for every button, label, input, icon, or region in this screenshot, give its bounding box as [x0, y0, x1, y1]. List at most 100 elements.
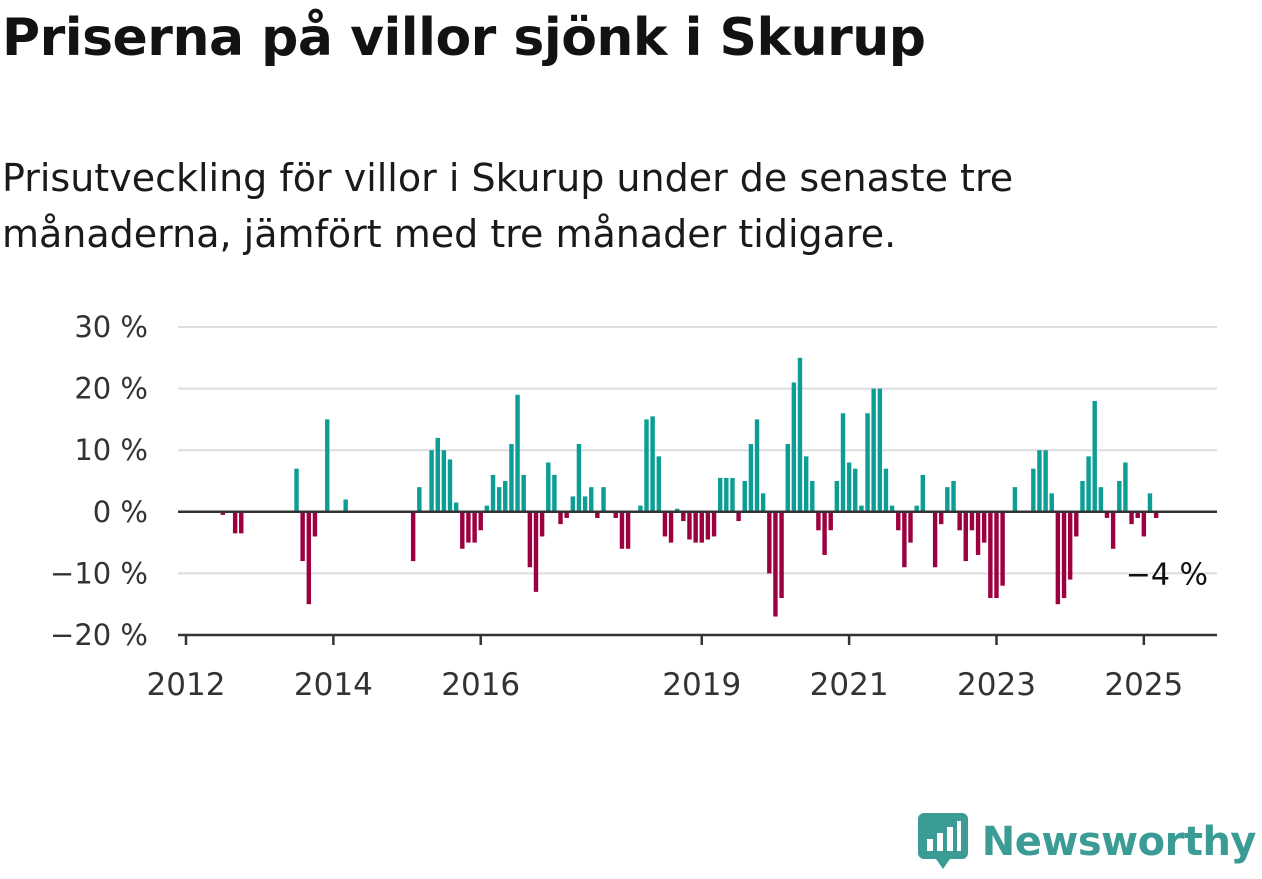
- bar-positive: [834, 481, 840, 512]
- bar-negative: [981, 511, 987, 543]
- bar-positive: [840, 413, 846, 512]
- bar-positive: [1049, 493, 1054, 512]
- bar-negative: [1135, 511, 1140, 518]
- bar-positive: [601, 487, 606, 512]
- newsworthy-brand: Newsworthy: [917, 813, 1257, 871]
- bar-positive: [859, 505, 864, 512]
- bar-positive: [1086, 456, 1091, 512]
- bar-chart: 30 %20 %10 %0 %−10 %−20 % 2012 2014 2016 20…: [50, 310, 1217, 703]
- bar-negative: [625, 511, 631, 549]
- bar-positive: [760, 493, 766, 512]
- bar-negative: [816, 511, 821, 531]
- bar-positive: [490, 474, 496, 512]
- y-tick-label: −10 %: [50, 556, 148, 590]
- bar-negative: [693, 511, 698, 543]
- bar-positive: [1012, 487, 1018, 512]
- y-tick-label: 0 %: [93, 495, 148, 529]
- x-tick-label: 2023: [957, 667, 1036, 703]
- bar-negative: [539, 511, 545, 537]
- bar-negative: [828, 511, 833, 531]
- bar-positive: [343, 499, 348, 512]
- bar-negative: [1104, 511, 1110, 518]
- x-tick-label: 2014: [294, 667, 373, 703]
- bar-negative: [1141, 511, 1147, 537]
- bar-negative: [1074, 511, 1079, 537]
- y-axis-ticks: 30 % 20 % 10 % 0 % −10 % −20 %: [50, 310, 148, 652]
- bar-positive: [889, 505, 895, 512]
- bar-negative: [472, 511, 477, 543]
- bar-positive: [748, 444, 754, 512]
- chart-subtitle: Prisutveckling för villor i Skurup under…: [2, 156, 1014, 256]
- bar-positive: [453, 502, 459, 512]
- bar-positive: [576, 444, 582, 512]
- bar-positive: [791, 382, 797, 512]
- bar-negative: [1055, 511, 1061, 605]
- bar-negative: [478, 511, 483, 531]
- bar-positive: [883, 468, 889, 512]
- bar-positive: [429, 450, 434, 512]
- bar-positive: [441, 450, 447, 512]
- bar-positive: [730, 477, 735, 512]
- x-tick-label: 2021: [810, 667, 889, 703]
- bar-negative: [767, 511, 772, 574]
- bar-positive: [853, 468, 858, 512]
- bar-positive: [877, 388, 883, 512]
- bar-positive: [951, 481, 956, 512]
- bar-negative: [736, 511, 741, 522]
- bar-positive: [447, 459, 453, 512]
- bar-negative: [668, 511, 674, 543]
- bar-negative: [681, 511, 686, 522]
- bar-positive: [1117, 481, 1122, 512]
- bar-positive: [589, 487, 594, 512]
- bar-positive: [582, 496, 588, 512]
- bar-positive: [644, 419, 649, 512]
- brand-name: Newsworthy: [981, 819, 1257, 865]
- newsworthy-logo-icon: [917, 813, 968, 869]
- x-tick-label: 2019: [662, 667, 741, 703]
- bar-negative: [1110, 511, 1116, 549]
- bar-positive: [675, 508, 680, 512]
- x-tick-label: 2016: [441, 667, 520, 703]
- y-tick-label: 10 %: [74, 433, 148, 467]
- bar-negative: [822, 511, 827, 555]
- bar-positive: [742, 481, 747, 512]
- x-tick-label: 2025: [1104, 667, 1183, 703]
- bar-negative: [699, 511, 704, 543]
- bar-positive: [656, 456, 662, 512]
- y-tick-label: −20 %: [50, 618, 148, 652]
- bar-positive: [871, 388, 876, 512]
- bar-negative: [939, 511, 944, 525]
- bar-negative: [908, 511, 913, 543]
- bar-positive: [717, 477, 723, 512]
- bar-positive: [417, 487, 422, 512]
- bar-positive: [785, 444, 790, 512]
- bar-negative: [773, 511, 778, 617]
- bar-positive: [945, 487, 950, 512]
- bar-negative: [619, 511, 625, 549]
- bar-positive: [810, 481, 815, 512]
- bar-positive: [1031, 468, 1036, 512]
- bar-negative: [896, 511, 901, 531]
- grid-lines: [178, 326, 1217, 575]
- bar-positive: [724, 477, 729, 512]
- bar-negative: [564, 511, 569, 518]
- bars: [220, 357, 1159, 617]
- bar-negative: [300, 511, 305, 562]
- chart-title: Priserna på villor sjönk i Skurup: [2, 8, 926, 68]
- bar-negative: [687, 511, 692, 540]
- bar-positive: [1147, 493, 1153, 512]
- bar-positive: [570, 496, 576, 512]
- bar-negative: [410, 511, 416, 562]
- bar-positive: [1043, 450, 1048, 512]
- bar-positive: [650, 416, 655, 512]
- bar-positive: [865, 413, 870, 512]
- bar-negative: [595, 511, 600, 518]
- bar-negative: [705, 511, 711, 540]
- bar-negative: [1000, 511, 1005, 586]
- bar-negative: [969, 511, 975, 531]
- bar-positive: [1080, 481, 1085, 512]
- bar-positive: [1092, 400, 1097, 512]
- bar-positive: [546, 462, 551, 512]
- bar-negative: [306, 511, 312, 605]
- bar-positive: [797, 357, 803, 512]
